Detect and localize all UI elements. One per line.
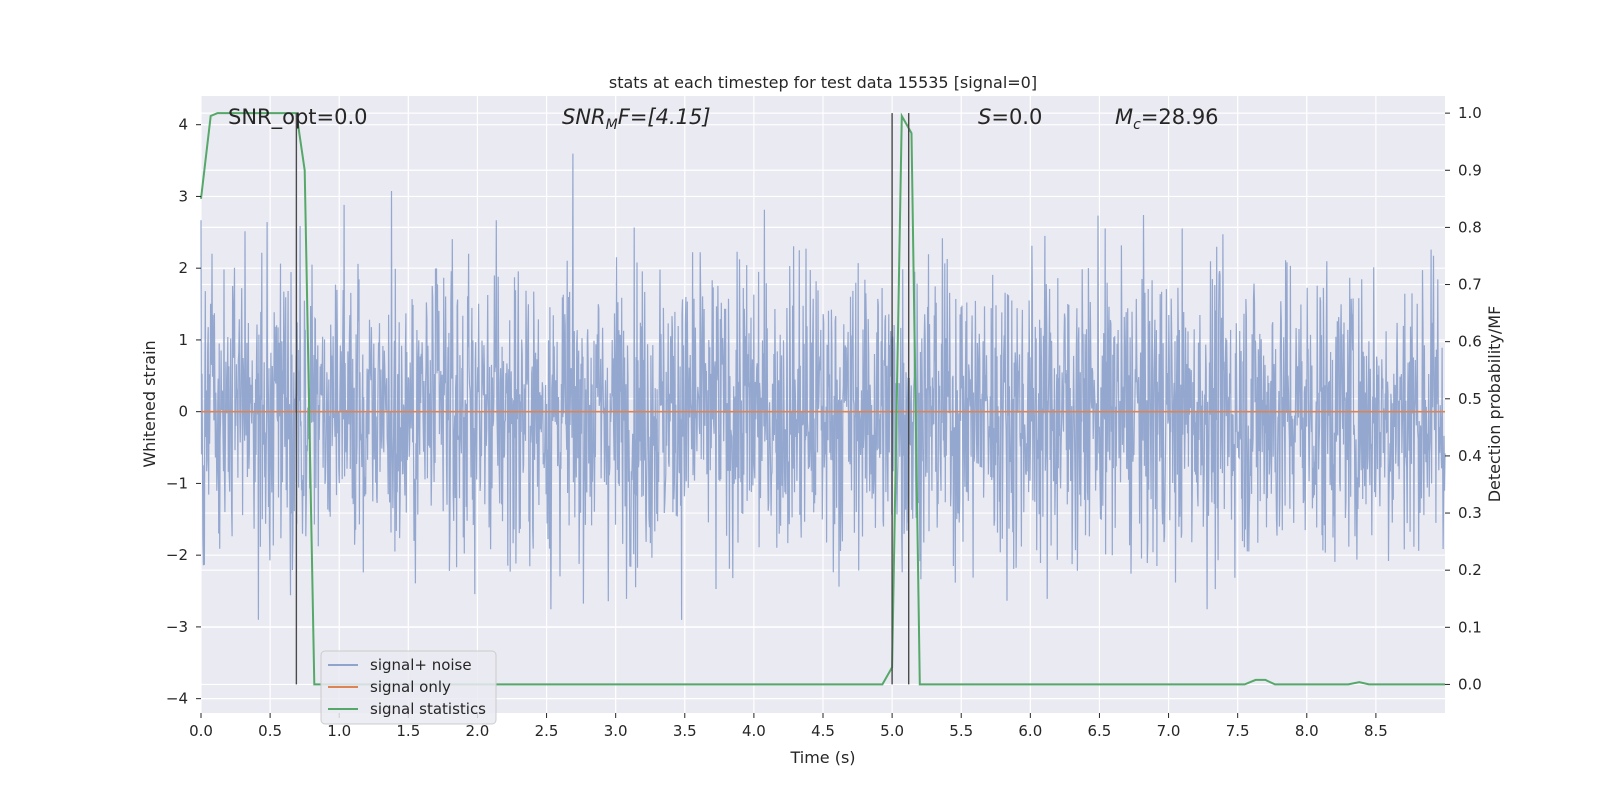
y-right-tick-label: 1.0 [1458, 104, 1482, 122]
x-tick-label: 0.0 [189, 722, 213, 740]
y-right-tick-label: 0.5 [1458, 390, 1482, 408]
tick-labels: 0.0 0.5 1.0 1.5 2.0 2.5 3.0 3.5 4.0 4.5 5.0 5.5 6.0 6… [166, 104, 1482, 740]
y-left-tick-label: −4 [166, 690, 188, 708]
y-right-tick-label: 0.8 [1458, 218, 1482, 236]
legend-label-signal-statistics: signal statistics [370, 700, 486, 718]
y-left-tick-label: 2 [178, 259, 188, 277]
y-left-tick-label: −3 [166, 618, 188, 636]
x-tick-label: 8.5 [1364, 722, 1388, 740]
x-tick-label: 3.5 [673, 722, 697, 740]
vertical-markers [295, 113, 910, 685]
signal-statistics-line [200, 112, 1445, 686]
y-left-tick-label: −2 [166, 546, 188, 564]
y-right-tick-label: 0.1 [1458, 618, 1482, 636]
x-tick-label: 2.0 [466, 722, 490, 740]
annotation-mc: Mc=28.96 [1115, 105, 1219, 133]
x-tick-label: 0.5 [258, 722, 282, 740]
y-axis-left-label: Whitened strain [140, 340, 159, 467]
legend-label-signal-noise: signal+ noise [370, 656, 472, 674]
y-right-tick-label: 0.9 [1458, 161, 1482, 179]
x-tick-label: 7.0 [1157, 722, 1181, 740]
x-tick-label: 5.5 [949, 722, 973, 740]
legend: signal+ noise signal only signal statist… [320, 650, 497, 725]
x-tick-label: 1.0 [327, 722, 351, 740]
x-tick-label: 6.0 [1018, 722, 1042, 740]
y-right-tick-label: 0.3 [1458, 504, 1482, 522]
x-tick-label: 2.5 [535, 722, 559, 740]
y-left-tick-label: 4 [178, 116, 188, 134]
x-tick-label: 4.5 [811, 722, 835, 740]
x-tick-label: 5.0 [880, 722, 904, 740]
y-right-tick-label: 0.7 [1458, 276, 1482, 294]
x-axis-label: Time (s) [789, 748, 855, 767]
y-left-tick-label: 0 [178, 403, 188, 421]
x-tick-label: 6.5 [1088, 722, 1112, 740]
y-right-tick-label: 0.6 [1458, 333, 1482, 351]
legend-box [320, 650, 497, 725]
x-tick-label: 4.0 [742, 722, 766, 740]
y-left-tick-label: 1 [178, 331, 188, 349]
x-tick-label: 8.0 [1295, 722, 1319, 740]
x-tick-label: 7.5 [1226, 722, 1250, 740]
legend-label-signal-only: signal only [370, 678, 451, 696]
y-left-tick-label: 3 [178, 187, 188, 205]
y-right-tick-label: 0.4 [1458, 447, 1482, 465]
x-tick-label: 3.0 [604, 722, 628, 740]
y-right-tick-label: 0.0 [1458, 675, 1482, 693]
signal-noise-line [200, 153, 1446, 620]
annotation-s: S=0.0 [978, 105, 1042, 129]
line-series [200, 112, 1445, 686]
y-axis-right-label: Detection probability/MF [1485, 306, 1504, 503]
y-left-tick-label: −1 [166, 474, 188, 492]
y-right-tick-label: 0.2 [1458, 561, 1482, 579]
x-tick-label: 1.5 [396, 722, 420, 740]
annotation-snr-opt: SNR_opt=0.0 [228, 105, 368, 130]
annotation-snr-mf: SNRMF=[4.15] [562, 105, 711, 133]
chart-title: stats at each timestep for test data 155… [609, 73, 1037, 92]
signal-noise-series [200, 153, 1446, 620]
